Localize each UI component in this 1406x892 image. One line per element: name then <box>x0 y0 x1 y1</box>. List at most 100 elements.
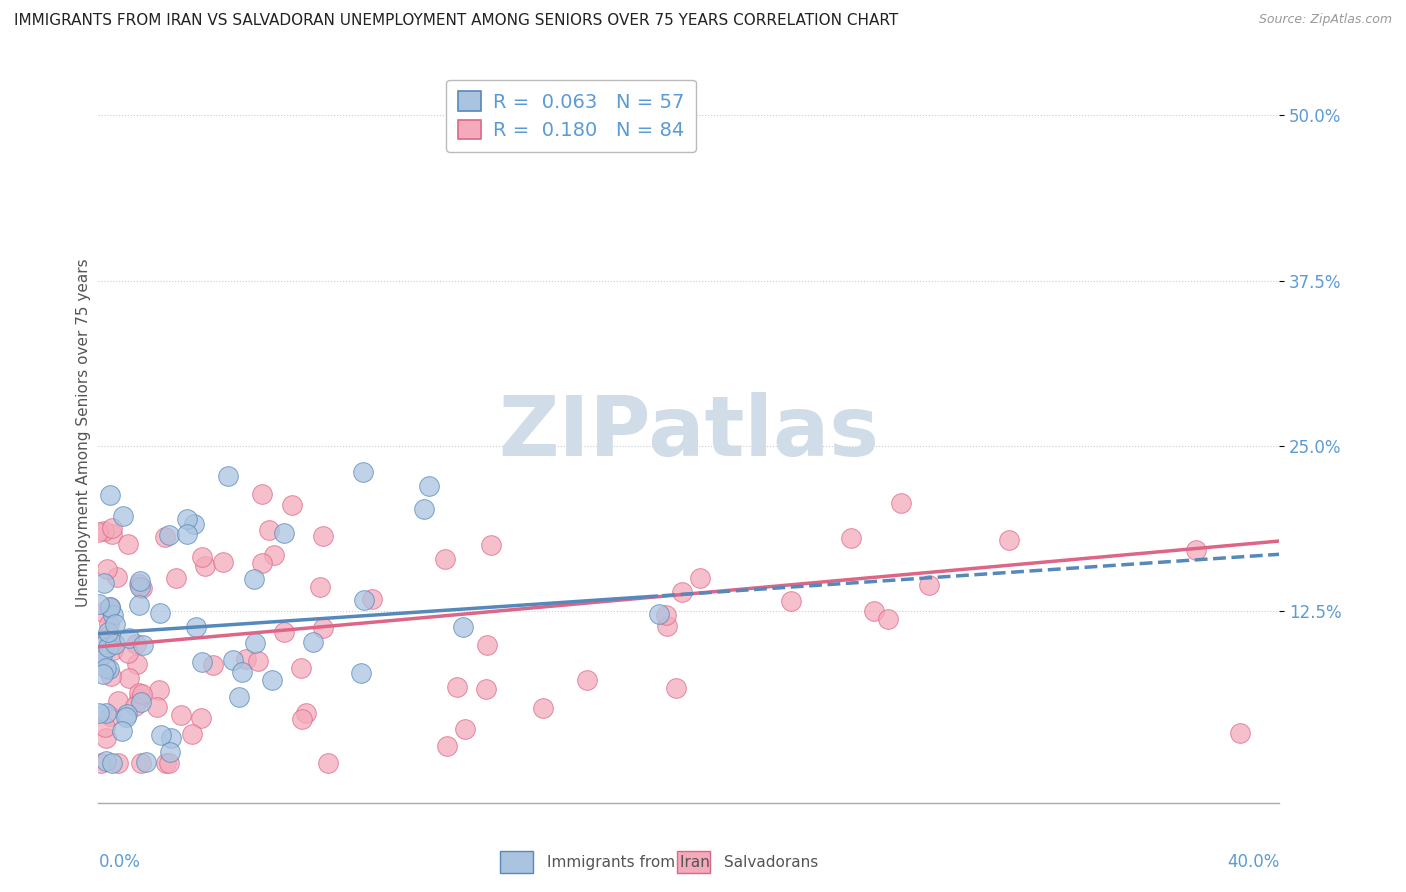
Point <box>648 607 671 621</box>
Point <box>228 690 250 704</box>
Point <box>890 496 912 510</box>
Text: Salvadorans: Salvadorans <box>724 855 818 870</box>
Point <box>97 640 120 655</box>
Point <box>135 755 157 769</box>
Point <box>125 637 148 651</box>
Point <box>235 652 257 666</box>
Point <box>217 469 239 483</box>
Text: Source: ZipAtlas.com: Source: ZipAtlas.com <box>1258 13 1392 27</box>
Point <box>98 601 121 615</box>
Point <box>160 731 183 745</box>
Point <box>309 580 332 594</box>
Point <box>114 709 136 723</box>
Point <box>211 555 233 569</box>
Point <box>94 638 117 652</box>
Point <box>111 724 134 739</box>
Point <box>103 643 125 657</box>
Point <box>281 498 304 512</box>
Point <box>479 538 502 552</box>
Point <box>115 707 138 722</box>
Point <box>87 524 110 539</box>
Point <box>291 712 314 726</box>
Point <box>104 616 127 631</box>
Point <box>117 631 139 645</box>
Point <box>93 720 115 734</box>
Point <box>353 592 375 607</box>
Point <box>316 756 339 771</box>
Point <box>575 673 598 687</box>
Point <box>101 608 124 623</box>
Point <box>434 551 457 566</box>
Text: 40.0%: 40.0% <box>1227 853 1279 871</box>
Point <box>689 571 711 585</box>
Point <box>149 728 172 742</box>
Text: Immigrants from Iran: Immigrants from Iran <box>547 855 710 870</box>
Point <box>312 621 335 635</box>
Text: 0.0%: 0.0% <box>98 853 141 871</box>
Text: ZIPatlas: ZIPatlas <box>499 392 879 473</box>
Point <box>91 667 114 681</box>
Point <box>91 605 114 619</box>
Point <box>100 631 122 645</box>
Point <box>247 654 270 668</box>
Point <box>273 625 295 640</box>
Point <box>312 529 335 543</box>
Point <box>129 574 152 589</box>
Point <box>98 599 121 614</box>
Point <box>436 739 458 753</box>
Point <box>90 756 112 771</box>
Point <box>131 581 153 595</box>
Point <box>302 634 325 648</box>
Point <box>290 661 312 675</box>
Point <box>89 706 111 720</box>
Point <box>190 710 212 724</box>
Point <box>665 681 688 696</box>
Point <box>148 682 170 697</box>
Point <box>157 756 180 771</box>
Point <box>1229 726 1251 740</box>
Point <box>131 687 153 701</box>
Point <box>531 701 554 715</box>
Point <box>918 578 941 592</box>
Point <box>132 638 155 652</box>
Point <box>117 536 139 550</box>
Point <box>166 571 188 585</box>
Point <box>184 620 207 634</box>
Point <box>128 691 150 706</box>
Point <box>273 525 295 540</box>
Point <box>454 722 477 736</box>
Point <box>128 577 150 591</box>
Point <box>98 662 121 676</box>
Point <box>98 599 121 614</box>
Point <box>118 671 141 685</box>
Point <box>451 620 474 634</box>
Point <box>655 618 678 632</box>
Point <box>243 636 266 650</box>
Point <box>101 521 124 535</box>
Point <box>202 658 225 673</box>
Point <box>259 523 281 537</box>
Point <box>107 694 129 708</box>
Point <box>295 706 318 720</box>
Y-axis label: Unemployment Among Seniors over 75 years: Unemployment Among Seniors over 75 years <box>76 259 91 607</box>
Point <box>128 686 150 700</box>
Point <box>129 695 152 709</box>
Point <box>89 649 111 664</box>
Point <box>96 754 118 768</box>
Point <box>93 524 115 538</box>
Point <box>155 530 177 544</box>
Point <box>97 624 120 639</box>
Point <box>93 576 115 591</box>
Point <box>159 745 181 759</box>
Point <box>446 680 468 694</box>
Point <box>260 673 283 687</box>
Point <box>176 512 198 526</box>
Point <box>222 653 245 667</box>
Point <box>779 593 801 607</box>
Point <box>107 570 129 584</box>
Point <box>190 549 212 564</box>
Point <box>194 558 217 573</box>
Point <box>96 561 118 575</box>
Point <box>117 647 139 661</box>
Point <box>418 478 440 492</box>
